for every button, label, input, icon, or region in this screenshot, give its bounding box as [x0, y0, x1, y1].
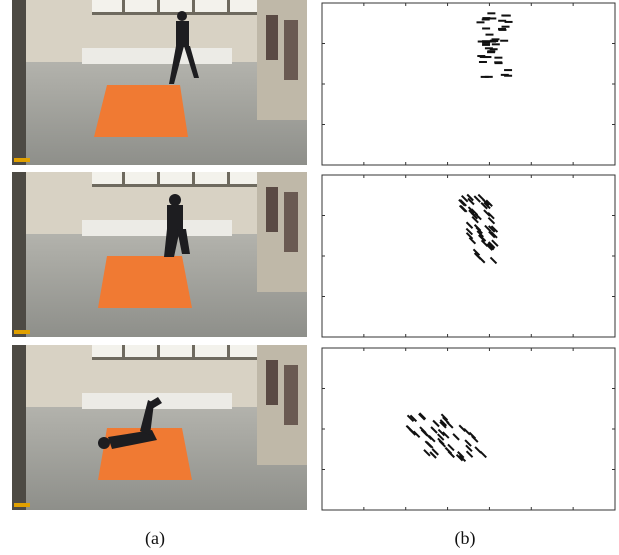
- flow-plot: [322, 3, 615, 165]
- caption: (a): [145, 528, 165, 549]
- plot-frame: [322, 348, 615, 510]
- plot-frame: [322, 3, 615, 165]
- flow-plot: [322, 348, 615, 510]
- figure: (a) (b): [0, 0, 619, 555]
- photo: [12, 345, 307, 510]
- page: (a) (b) (() => { const data = JSON.parse…: [0, 0, 619, 555]
- photo: [12, 172, 307, 337]
- caption: (b): [455, 528, 476, 549]
- photo: [12, 0, 307, 165]
- flow-plot: [322, 175, 615, 337]
